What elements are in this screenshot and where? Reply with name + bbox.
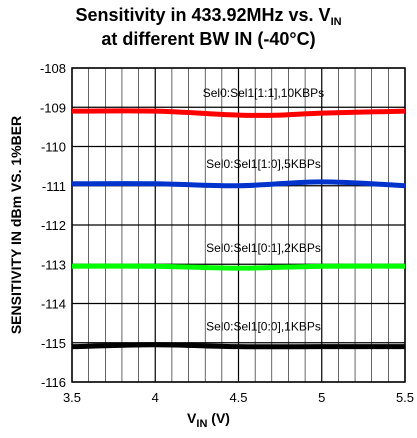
y-tick-label: -115	[41, 336, 66, 351]
series-line	[71, 342, 405, 350]
series-line	[71, 108, 406, 118]
x-axis-label-main: V	[187, 410, 197, 426]
x-tick-label: 5	[318, 390, 325, 405]
y-tick-label: -116	[41, 375, 66, 390]
y-tick-label: -114	[41, 297, 66, 312]
series-label: Sel0:Sel1[0:0],1KBPs	[206, 320, 321, 334]
x-tick-label: 5.5	[396, 390, 414, 405]
series-label: Sel0:Sel1[1:0],5KBPs	[206, 157, 321, 171]
y-tick-label: -109	[40, 100, 66, 115]
y-tick-label: -113	[41, 257, 66, 272]
y-tick-label: -111	[42, 179, 66, 194]
chart-title-main: Sensitivity in 433.92MHz vs. V	[75, 5, 331, 25]
x-tick-label: 4	[152, 390, 159, 405]
x-axis-label-unit: (V)	[207, 410, 230, 426]
y-tick-label: -110	[41, 140, 66, 155]
series-label: Sel0:Sel1[1:1],10KBPs	[203, 86, 324, 100]
x-tick-label: 4.5	[229, 390, 247, 405]
x-axis-label: VIN (V)	[0, 410, 417, 430]
chart-title-sub: IN	[330, 16, 342, 28]
series-line	[71, 179, 406, 189]
plot-frame	[71, 67, 406, 383]
series-label: Sel0:Sel1[0:1],2KBPs	[206, 241, 321, 255]
x-axis-label-sub: IN	[196, 418, 208, 430]
chart-title-line2: at different BW IN (-40°C)	[101, 29, 316, 49]
y-tick-label: -112	[41, 218, 66, 233]
y-tick-label: -108	[40, 61, 66, 76]
x-tick-label: 3.5	[63, 390, 81, 405]
chart-title-line1: Sensitivity in 433.92MHz vs. VIN	[0, 4, 417, 33]
series-line	[71, 263, 406, 271]
